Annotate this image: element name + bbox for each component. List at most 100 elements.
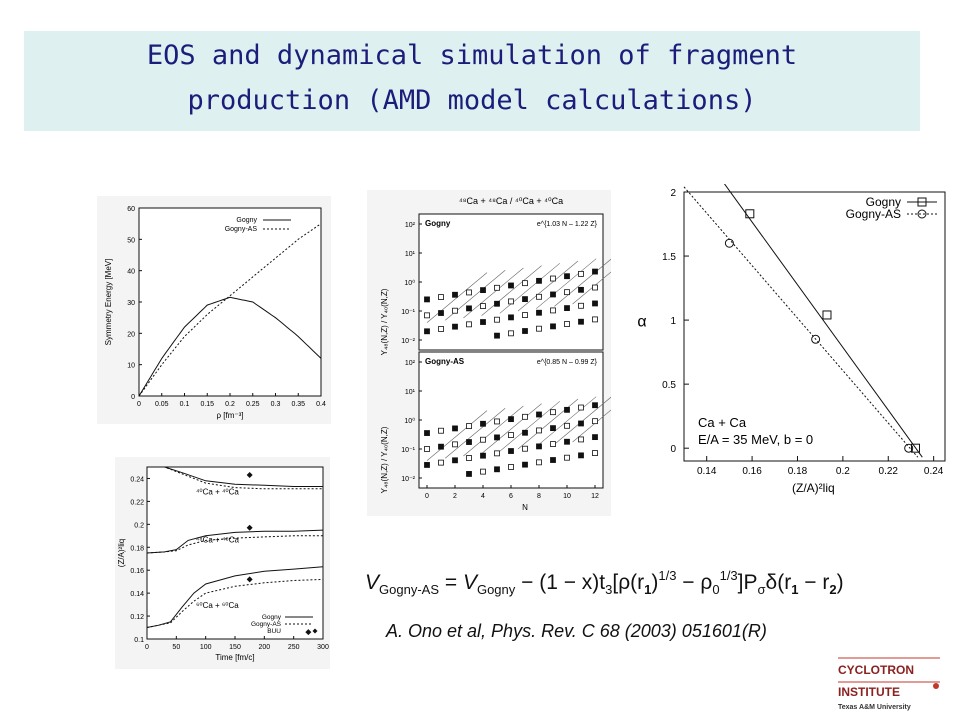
data-point [452, 425, 458, 432]
data-point [550, 441, 556, 447]
fit-formula: e^{0.85 N – 0.99 Z} [537, 359, 598, 366]
logo-line-2: INSTITUTE [838, 685, 900, 699]
x-tick-label: 2 [453, 493, 457, 500]
data-point [522, 429, 528, 436]
legend-marker [312, 628, 318, 634]
x-tick-label: 0.15 [200, 401, 214, 408]
data-point [536, 427, 542, 434]
y-tick-label: 10² [405, 360, 416, 367]
reaction-label: ⁴⁰Ca + ⁴⁰Ca [196, 488, 239, 497]
data-point [508, 314, 514, 321]
data-point [592, 450, 598, 456]
data-point [494, 284, 500, 291]
data-point [494, 332, 500, 339]
isotope-fit-line [554, 256, 615, 307]
y-axis-label: Y₄₈(N,Z) / Y₄₀(N,Z) [380, 426, 389, 493]
y-tick-label: 20 [127, 331, 135, 338]
data-point [424, 446, 430, 452]
data-point [592, 268, 598, 275]
x-tick-label: 0.4 [316, 401, 326, 408]
data-point [564, 273, 570, 280]
data-point [438, 443, 444, 450]
data-point [550, 425, 556, 432]
x-tick-label: 150 [229, 644, 241, 651]
x-tick-label: 0 [145, 644, 149, 651]
legend-label: Gogny-AS [251, 621, 282, 628]
panel-label: Gogny [425, 219, 451, 228]
x-tick-label: 100 [200, 644, 212, 651]
plot-frame [138, 207, 322, 397]
series-60Ca-gogny-as [146, 578, 324, 628]
legend-marker [917, 209, 927, 219]
data-point [522, 461, 528, 468]
series-48Ca-gogny-as [146, 535, 323, 554]
x-tick-label: 4 [481, 493, 485, 500]
data-point [480, 319, 486, 325]
data-point [480, 436, 486, 443]
data-point [508, 282, 514, 289]
isotope-fit-line [499, 263, 560, 314]
x-axis-label: ρ [fm⁻³] [217, 411, 244, 420]
data-point [438, 427, 444, 434]
y-tick-label: 0.1 [134, 637, 144, 644]
formula-box: VGogny-AS = VGogny − (1 − x)t3[ρ(r1)1/3 … [361, 556, 951, 604]
data-point [578, 420, 584, 427]
x-axis-label: Time [fm/c] [215, 653, 254, 662]
data-point [564, 422, 570, 429]
data-point [550, 409, 556, 416]
y-tick-label: 50 [127, 237, 135, 244]
isotope-fit-line [426, 410, 488, 461]
data-point [508, 464, 514, 470]
data-point [578, 436, 584, 443]
y-tick-label: 10⁻¹ [401, 309, 415, 316]
data-point [452, 307, 458, 314]
y-tick-label: 10² [405, 222, 416, 229]
za-time-chart: 0 50 100 150 200 250 300 0.1 0.12 0.14 0.16 0.18 0.2… [117, 466, 329, 662]
data-point [480, 452, 486, 459]
x-axis-label: N [522, 503, 528, 512]
y-tick-label: 0.5 [662, 380, 676, 391]
legend-label: Gogny-AS [846, 207, 901, 221]
data-point [438, 459, 444, 466]
data-point [564, 321, 570, 327]
y-tick-label: 0 [131, 394, 135, 401]
y-tick-label: 10¹ [405, 389, 416, 396]
y-tick-label: 0 [670, 444, 676, 455]
legend-label: BUU [267, 628, 281, 635]
data-point [536, 443, 542, 450]
data-point [564, 406, 570, 413]
data-point [536, 293, 542, 300]
data-point [522, 328, 528, 334]
buu-marker [246, 472, 253, 479]
data-point [550, 307, 556, 314]
data-point [466, 455, 472, 461]
data-point [438, 310, 444, 316]
y-tick-label: 1.5 [662, 252, 676, 263]
data-point [424, 312, 430, 319]
data-point [578, 302, 584, 309]
data-point [564, 438, 570, 445]
y-tick-label: 0.18 [130, 545, 144, 552]
data-point [494, 316, 500, 323]
data-point [508, 330, 514, 337]
data-point [480, 303, 486, 309]
legend-marker [917, 197, 927, 207]
x-tick-label: 0 [137, 401, 141, 408]
isotope-fit-line [536, 396, 597, 447]
y-tick-label: 60 [127, 206, 135, 213]
buu-marker [305, 629, 312, 636]
data-point [452, 441, 458, 448]
y-tick-label: 0.14 [130, 591, 144, 598]
x-axis-label: (Z/A)²liq [792, 481, 835, 495]
isotope-fit-line [463, 405, 524, 457]
isotope-fit-line [536, 258, 597, 309]
logo-line-1: CYCLOTRON [838, 663, 914, 677]
data-point [578, 404, 584, 411]
series-60Ca-gogny [146, 566, 324, 628]
y-tick-label: 10 [127, 363, 135, 370]
data-point [592, 402, 598, 409]
data-point [578, 318, 584, 325]
formula: VGogny-AS = VGogny − (1 − x)t3[ρ(r1)1/3 … [365, 568, 844, 597]
panel-label: Gogny-AS [425, 357, 465, 366]
data-point [592, 434, 598, 441]
